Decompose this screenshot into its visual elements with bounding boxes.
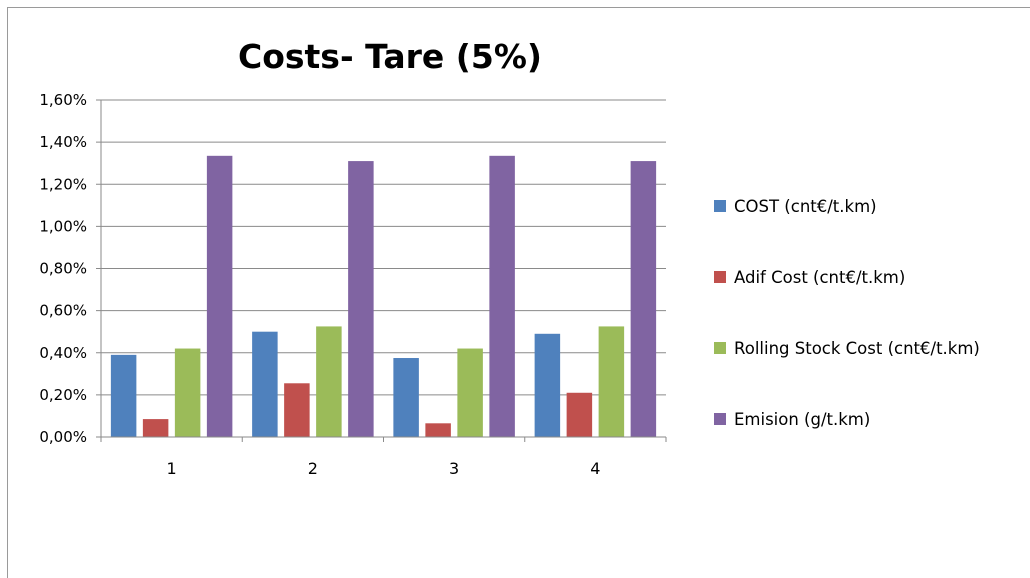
bar <box>534 333 561 437</box>
x-axis-ticks: 1 2 3 4 <box>167 459 601 478</box>
legend-label: Emision (g/t.km) <box>734 410 870 429</box>
bar <box>457 348 483 437</box>
y-tick-label: 0,20% <box>39 386 87 404</box>
bar <box>316 326 342 437</box>
chart-frame <box>7 7 1030 578</box>
legend-swatch <box>714 200 726 212</box>
y-tick-label: 1,20% <box>39 175 87 193</box>
bar <box>489 155 515 438</box>
x-tick-label: 3 <box>449 459 459 478</box>
bar <box>630 161 657 438</box>
y-tick-label: 0,60% <box>39 302 87 320</box>
gridlines <box>101 99 666 396</box>
y-tick-label: 1,60% <box>39 91 87 109</box>
x-axis <box>100 100 667 442</box>
legend-label: COST (cnt€/t.km) <box>734 197 877 216</box>
y-tick-label: 1,40% <box>39 133 87 151</box>
legend-swatch <box>714 413 726 425</box>
x-tick-label: 4 <box>590 459 600 478</box>
bar <box>206 155 233 438</box>
y-tick-label: 0,80% <box>39 260 87 278</box>
bar <box>284 383 310 437</box>
bar <box>252 331 278 437</box>
bar <box>110 354 137 437</box>
legend-swatch <box>714 271 726 283</box>
legend: COST (cnt€/t.km) Adif Cost (cnt€/t.km) Rol… <box>714 197 980 429</box>
y-tick-label: 0,00% <box>39 428 87 446</box>
bar <box>566 392 593 437</box>
chart-title: Costs- Tare (5%) <box>238 37 542 76</box>
y-tick-label: 1,00% <box>39 217 87 235</box>
bar <box>142 419 169 437</box>
y-axis-ticks: 0,00% 0,20% 0,40% 0,60% 0,80% 1,00% 1,20% 1,40%… <box>39 91 101 446</box>
x-tick-label: 2 <box>308 459 318 478</box>
legend-label: Adif Cost (cnt€/t.km) <box>734 268 905 287</box>
bar <box>174 348 201 437</box>
bar <box>425 423 451 437</box>
legend-label: Rolling Stock Cost (cnt€/t.km) <box>734 339 980 358</box>
bar <box>598 326 625 437</box>
x-tick-label: 1 <box>167 459 177 478</box>
bar <box>348 161 374 438</box>
legend-swatch <box>714 342 726 354</box>
bars <box>110 155 657 438</box>
bar <box>393 358 419 437</box>
y-tick-label: 0,40% <box>39 344 87 362</box>
